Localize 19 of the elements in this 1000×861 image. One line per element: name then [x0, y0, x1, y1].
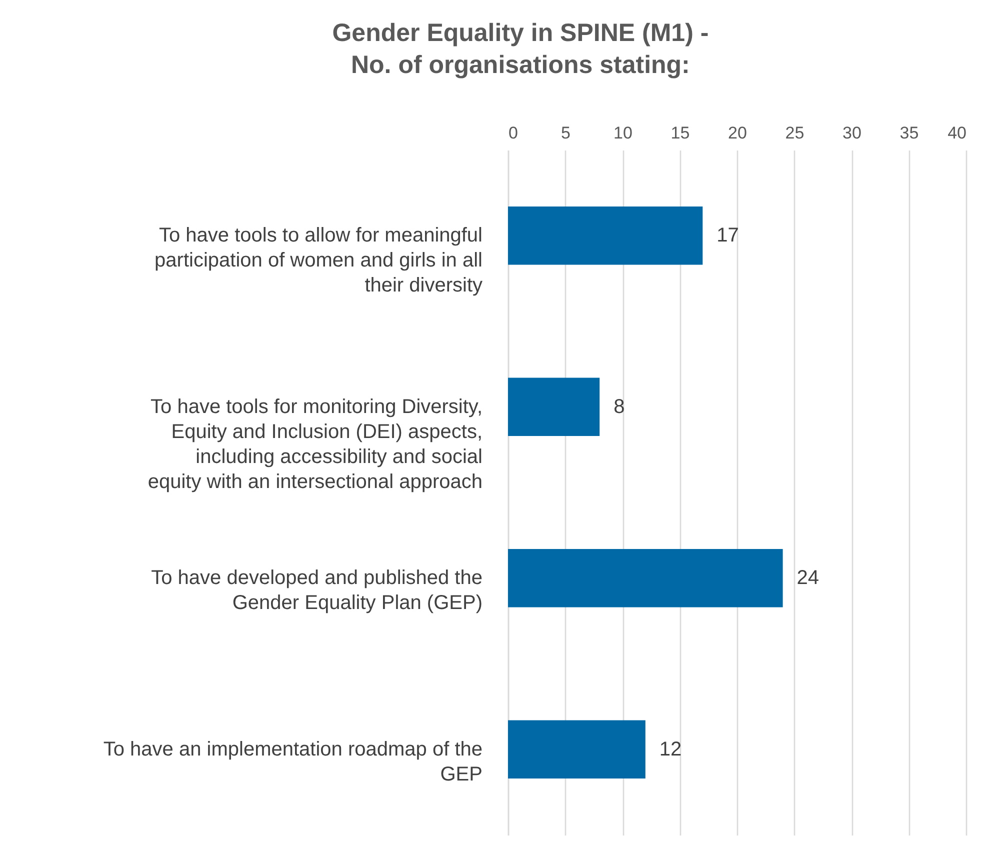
data-label: 17	[716, 224, 739, 247]
x-tick-label: 40	[948, 124, 966, 142]
x-tick-label: 25	[785, 124, 804, 142]
text: No. of organisations stating:	[350, 51, 690, 79]
x-tick-label: 0	[508, 124, 518, 142]
text: Gender Equality in SPINE (M1) -	[332, 19, 709, 47]
x-tick-label: 5	[561, 124, 570, 142]
y-tick-label: To have an implementation roadmap of the GEP	[103, 738, 482, 786]
x-tick-label: 20	[728, 124, 747, 142]
y-tick-label: To have developed and published the Gender Equality Plan (GEP)	[151, 567, 482, 614]
x-tick-label: 35	[900, 124, 919, 142]
x-tick-label: 30	[842, 124, 862, 142]
data-label: 24	[796, 567, 820, 590]
data-label: 12	[659, 738, 682, 760]
x-tick-label: 10	[614, 124, 632, 142]
y-tick-label: To have tools for monitoring Diversity, Equity and Inclusion (DEI) aspects, including accessibility and social equity with an intersectional approach	[148, 396, 482, 493]
data-label: 8	[614, 396, 625, 418]
y-tick-label: To have tools to allow for meaningful participation of women and girls in all their diversity	[154, 224, 482, 297]
x-tick-label: 15	[670, 124, 690, 142]
